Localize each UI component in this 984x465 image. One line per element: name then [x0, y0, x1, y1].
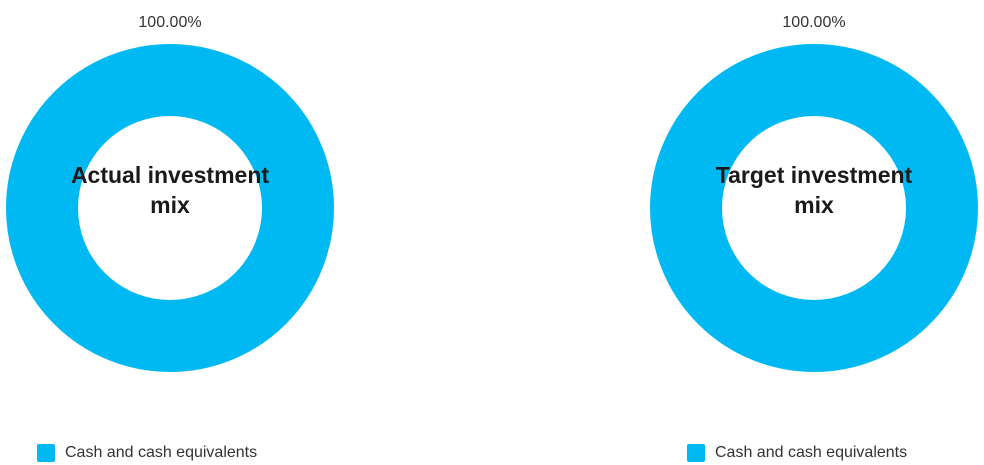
legend-label: Cash and cash equivalents — [715, 444, 908, 461]
target-investment-chart: 100.00% Target investment mix Cash and c… — [644, 0, 984, 465]
legend-swatch — [687, 444, 705, 462]
donut-slice — [650, 44, 978, 372]
donut-chart-actual — [6, 44, 334, 372]
legend-swatch — [37, 444, 55, 462]
legend: Cash and cash equivalents — [37, 444, 257, 462]
slice-value-label: 100.00% — [782, 14, 846, 31]
actual-investment-chart: 100.00% Actual investment mix Cash and c… — [0, 0, 340, 465]
donut-chart-target — [650, 44, 978, 372]
slice-value-label: 100.00% — [138, 14, 202, 31]
donut-center-label: Actual investment mix — [70, 162, 270, 218]
legend: Cash and cash equivalents — [687, 444, 907, 462]
legend-label: Cash and cash equivalents — [65, 444, 258, 461]
donut-center-label: Target investment mix — [715, 162, 913, 218]
donut-slice — [6, 44, 334, 372]
